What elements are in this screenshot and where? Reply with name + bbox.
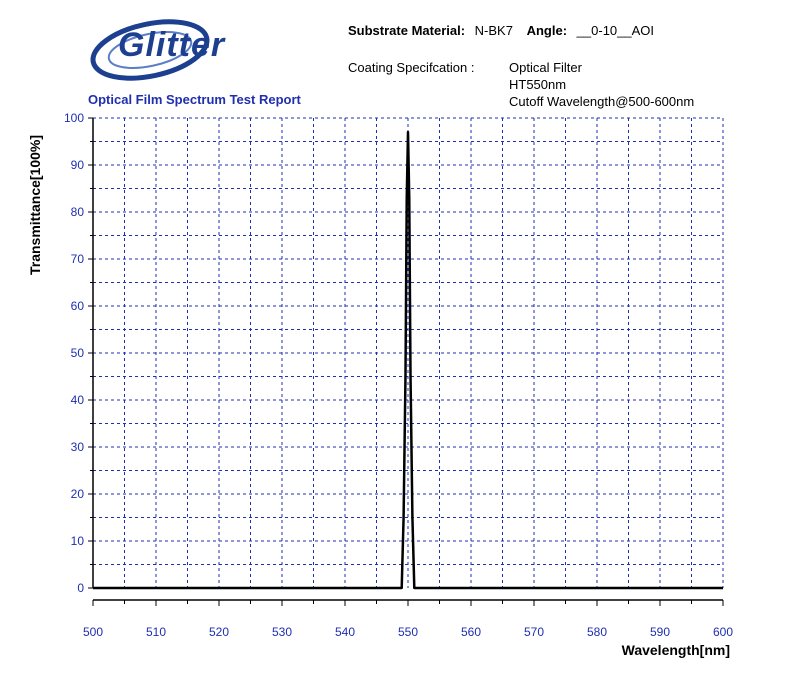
x-tick-label: 550 bbox=[398, 625, 418, 639]
series-layer bbox=[93, 130, 723, 590]
coating-label: Coating Specifcation : bbox=[348, 60, 475, 75]
report-title: Optical Film Spectrum Test Report bbox=[88, 92, 301, 107]
y-tick-label: 20 bbox=[71, 487, 85, 501]
angle-label: Angle: bbox=[526, 23, 568, 38]
grid-lines bbox=[93, 117, 724, 588]
y-tick-label: 100 bbox=[64, 111, 84, 125]
y-tick-label: 70 bbox=[71, 252, 85, 266]
substrate-value: N-BK7 bbox=[474, 23, 513, 38]
y-tick-label: 0 bbox=[77, 581, 84, 595]
x-tick-label: 530 bbox=[272, 625, 292, 639]
y-tick-label: 40 bbox=[71, 393, 85, 407]
substrate-row: Substrate Material: N-BK7 Angle: __0-10_… bbox=[348, 23, 654, 38]
y-tick-label: 30 bbox=[71, 440, 85, 454]
x-tick-label: 600 bbox=[713, 625, 733, 639]
y-tick-label: 10 bbox=[71, 534, 85, 548]
angle-value: __0-10__AOI bbox=[576, 23, 655, 38]
y-tick-label: 60 bbox=[71, 299, 85, 313]
x-tick-label: 510 bbox=[146, 625, 166, 639]
x-tick-label: 540 bbox=[335, 625, 355, 639]
x-tick-label: 590 bbox=[650, 625, 670, 639]
x-tick-label: 580 bbox=[587, 625, 607, 639]
x-tick-label: 520 bbox=[209, 625, 229, 639]
y-tick-label: 90 bbox=[71, 158, 85, 172]
x-tick-label: 500 bbox=[83, 625, 103, 639]
x-tick-label: 560 bbox=[461, 625, 481, 639]
substrate-label: Substrate Material: bbox=[348, 23, 466, 38]
coating-line-3: Cutoff Wavelength@500-600nm bbox=[509, 94, 695, 109]
coating-line-1: Optical Filter bbox=[509, 60, 582, 75]
x-tick-label: 570 bbox=[524, 625, 544, 639]
y-axis-label: Transmittance[100%] bbox=[27, 135, 43, 275]
company-logo: Glitter bbox=[88, 12, 258, 82]
tick-labels: 0 10 20 30 40 50 60 70 80 90 100 500 510 520 530 540 550… bbox=[64, 111, 733, 639]
x-axis-label: Wavelength[nm] bbox=[622, 642, 730, 658]
y-tick-label: 50 bbox=[71, 346, 85, 360]
axes bbox=[88, 117, 724, 606]
logo-swoosh-icon bbox=[90, 19, 210, 81]
logo-text: Glitter bbox=[118, 26, 226, 64]
y-tick-label: 80 bbox=[71, 205, 85, 219]
transmittance-curve bbox=[93, 130, 723, 590]
coating-line-2: HT550nm bbox=[509, 77, 567, 92]
